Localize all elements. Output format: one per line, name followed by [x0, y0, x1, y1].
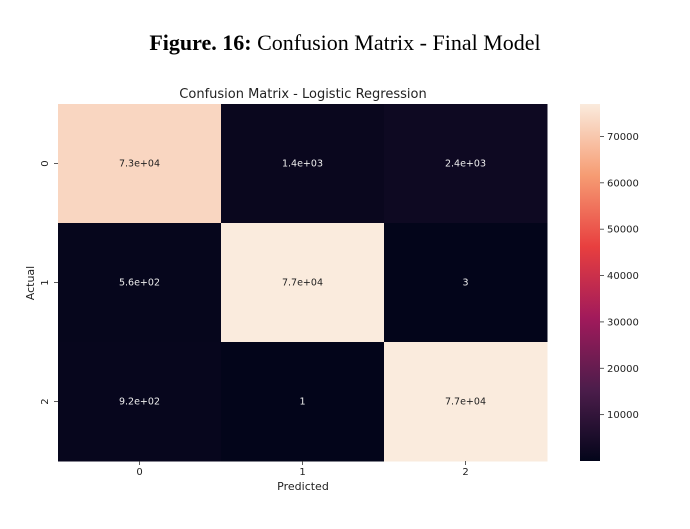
x-tick-label-2: 2: [462, 467, 468, 478]
figure-caption-text: Confusion Matrix - Final Model: [257, 30, 541, 55]
x-axis: 0 1 2: [136, 461, 469, 478]
y-axis: 0 1 2: [40, 160, 58, 405]
colorbar-ticks: 10000 20000 30000 40000 50000 60000 70000: [600, 132, 639, 421]
figure-caption: Figure. 16: Confusion Matrix - Final Mod…: [0, 30, 690, 56]
heatmap-cell-0-1: [221, 104, 385, 224]
y-tick-label-1: 1: [40, 279, 51, 285]
cell-annotation-2-1: 1: [299, 397, 305, 408]
cell-annotation-0-0: 7.3e+04: [119, 159, 160, 170]
heatmap-cell-1-1: [221, 223, 385, 343]
colorbar-tick-label-4: 50000: [607, 225, 639, 236]
cell-annotations: 7.3e+04 1.4e+03 2.4e+03 5.6e+02 7.7e+04 3 9.2e…: [119, 159, 486, 408]
heatmap-cell-1-0: [58, 223, 222, 343]
x-tick-label-0: 0: [136, 467, 142, 478]
colorbar-tick-label-6: 70000: [607, 132, 639, 143]
x-tick-label-1: 1: [299, 467, 305, 478]
y-tick-label-0: 0: [40, 160, 51, 166]
colorbar: [580, 104, 600, 461]
cell-annotation-1-1: 7.7e+04: [282, 278, 323, 289]
heatmap-cell-2-0: [58, 342, 222, 462]
cell-annotation-2-0: 9.2e+02: [119, 397, 160, 408]
colorbar-tick-label-0: 10000: [607, 410, 639, 421]
heatmap-cells: [58, 104, 548, 462]
heatmap-cell-1-2: [384, 223, 548, 343]
colorbar-tick-label-5: 60000: [607, 178, 639, 189]
cell-annotation-0-2: 2.4e+03: [445, 159, 486, 170]
heatmap-cell-2-2: [384, 342, 548, 462]
cell-annotation-0-1: 1.4e+03: [282, 159, 323, 170]
chart-title: Confusion Matrix - Logistic Regression: [179, 87, 426, 102]
heatmap-cell-0-0: [58, 104, 222, 224]
heatmap-cell-2-1: [221, 342, 385, 462]
figure-caption-label: Figure. 16:: [149, 30, 252, 55]
y-tick-label-2: 2: [40, 398, 51, 404]
cell-annotation-1-2: 3: [462, 278, 468, 289]
cell-annotation-1-0: 5.6e+02: [119, 278, 160, 289]
colorbar-tick-label-3: 40000: [607, 271, 639, 282]
colorbar-tick-label-2: 30000: [607, 317, 639, 328]
cell-annotation-2-2: 7.7e+04: [445, 397, 486, 408]
heatmap-cell-0-2: [384, 104, 548, 224]
x-axis-label: Predicted: [277, 480, 329, 493]
colorbar-tick-label-1: 20000: [607, 364, 639, 375]
y-axis-label: Actual: [24, 266, 37, 300]
